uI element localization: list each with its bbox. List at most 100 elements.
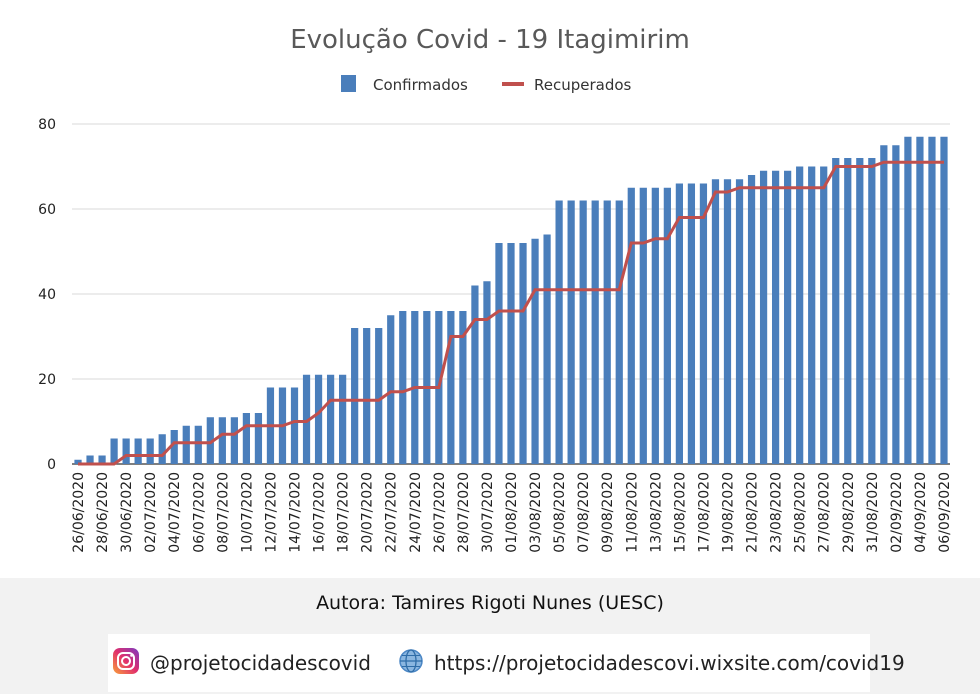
bar-confirmados bbox=[808, 166, 816, 464]
bar-confirmados bbox=[146, 438, 154, 464]
bar-confirmados bbox=[134, 438, 142, 464]
bar-confirmados bbox=[519, 243, 527, 464]
bar-confirmados bbox=[784, 170, 792, 464]
bar-confirmados bbox=[771, 170, 780, 464]
x-tick-label: 29/08/2020 bbox=[841, 472, 857, 553]
x-tick-label: 21/08/2020 bbox=[745, 472, 761, 553]
legend-label-recuperados: Recuperados bbox=[534, 76, 632, 94]
bar-confirmados bbox=[928, 136, 936, 464]
bar-confirmados bbox=[916, 136, 924, 464]
bar-confirmados bbox=[832, 158, 840, 464]
bar-confirmados bbox=[387, 315, 395, 464]
bar-confirmados bbox=[711, 179, 720, 464]
x-tick-label: 02/09/2020 bbox=[889, 472, 905, 553]
x-tick-label: 04/09/2020 bbox=[913, 472, 929, 553]
bar-confirmados bbox=[615, 200, 623, 464]
bar-confirmados bbox=[86, 455, 94, 464]
bar-confirmados bbox=[218, 417, 226, 464]
social-links: @projetocidadescovid https://projetocida… bbox=[108, 634, 905, 692]
x-tick-label: 04/07/2020 bbox=[167, 472, 183, 553]
bar-confirmados bbox=[459, 311, 467, 464]
globe-icon bbox=[398, 648, 424, 679]
bar-confirmados bbox=[868, 158, 876, 464]
bar-confirmados bbox=[651, 187, 659, 464]
legend-swatch-recuperados bbox=[502, 82, 524, 86]
y-tick-label: 40 bbox=[38, 287, 56, 303]
bar-confirmados bbox=[351, 328, 359, 464]
bar-confirmados bbox=[627, 187, 635, 464]
bar-confirmados bbox=[844, 158, 852, 464]
instagram-handle[interactable]: @projetocidadescovid bbox=[112, 647, 371, 678]
x-tick-label: 25/08/2020 bbox=[793, 472, 809, 553]
bar-confirmados bbox=[495, 243, 503, 464]
bar-confirmados bbox=[723, 179, 732, 464]
legend-swatch-confirmados bbox=[341, 75, 356, 92]
bar-confirmados bbox=[254, 413, 263, 464]
x-tick-label: 19/08/2020 bbox=[720, 472, 736, 553]
bar-confirmados bbox=[326, 374, 335, 464]
x-tick-label: 06/09/2020 bbox=[937, 472, 953, 553]
x-tick-label: 12/07/2020 bbox=[263, 472, 279, 553]
x-tick-label: 08/07/2020 bbox=[215, 472, 231, 553]
bar-confirmados bbox=[892, 145, 900, 464]
x-tick-label: 06/07/2020 bbox=[191, 472, 207, 553]
bar-confirmados bbox=[339, 374, 347, 464]
bar-confirmados bbox=[363, 328, 371, 464]
x-tick-label: 09/08/2020 bbox=[600, 472, 616, 553]
bar-confirmados bbox=[447, 311, 455, 464]
bar-confirmados bbox=[314, 374, 323, 464]
legend: Confirmados Recuperados bbox=[341, 75, 632, 94]
x-tick-label: 22/07/2020 bbox=[384, 472, 400, 553]
chart: Evolução Covid - 19 Itagimirim Confirmad… bbox=[38, 25, 953, 553]
x-tick-label: 23/08/2020 bbox=[769, 472, 785, 553]
chart-title: Evolução Covid - 19 Itagimirim bbox=[290, 25, 690, 55]
bar-confirmados bbox=[531, 238, 539, 464]
legend-label-confirmados: Confirmados bbox=[373, 76, 468, 94]
bar-confirmados bbox=[483, 281, 491, 464]
x-tick-label: 01/08/2020 bbox=[504, 472, 520, 553]
bar-series-confirmados bbox=[74, 136, 948, 464]
y-tick-label: 60 bbox=[38, 202, 56, 218]
bar-confirmados bbox=[699, 183, 708, 464]
bar-confirmados bbox=[856, 158, 864, 464]
line-series-recuperados bbox=[78, 160, 944, 466]
website-link[interactable]: https://projetocidadescovi.wixsite.com/c… bbox=[398, 648, 905, 678]
x-tick-label: 26/06/2020 bbox=[71, 472, 87, 553]
x-tick-label: 30/06/2020 bbox=[119, 472, 135, 553]
bar-confirmados bbox=[603, 200, 611, 464]
bar-confirmados bbox=[110, 438, 118, 464]
bar-confirmados bbox=[290, 387, 299, 464]
bar-confirmados bbox=[182, 425, 190, 464]
bar-confirmados bbox=[663, 187, 671, 464]
x-tick-label: 13/08/2020 bbox=[648, 472, 664, 553]
bar-confirmados bbox=[98, 455, 106, 464]
bar-confirmados bbox=[158, 434, 166, 464]
bar-confirmados bbox=[687, 183, 696, 464]
chart-panel: Evolução Covid - 19 Itagimirim Confirmad… bbox=[0, 0, 980, 578]
instagram-handle-text: @projetocidadescovid bbox=[150, 651, 371, 675]
bar-confirmados bbox=[759, 170, 768, 464]
x-tick-label: 11/08/2020 bbox=[624, 472, 640, 553]
bar-confirmados bbox=[747, 175, 756, 464]
x-tick-label: 15/08/2020 bbox=[672, 472, 688, 553]
bar-confirmados bbox=[639, 187, 647, 464]
x-tick-label: 26/07/2020 bbox=[432, 472, 448, 553]
bar-confirmados bbox=[904, 136, 912, 464]
bar-confirmados bbox=[735, 179, 744, 464]
author-credit: Autora: Tamires Rigoti Nunes (UESC) bbox=[316, 592, 664, 614]
bar-confirmados bbox=[230, 417, 238, 464]
bar-confirmados bbox=[507, 243, 515, 464]
bar-confirmados bbox=[302, 374, 311, 464]
bar-confirmados bbox=[555, 200, 563, 464]
bar-confirmados bbox=[194, 425, 202, 464]
bar-confirmados bbox=[880, 145, 888, 464]
x-tick-label: 02/07/2020 bbox=[143, 472, 159, 553]
website-url-text: https://projetocidadescovi.wixsite.com/c… bbox=[434, 651, 905, 675]
bar-confirmados bbox=[940, 136, 948, 464]
bar-confirmados bbox=[675, 183, 683, 464]
x-tick-label: 28/06/2020 bbox=[95, 472, 111, 553]
y-tick-label: 0 bbox=[47, 457, 56, 473]
x-tick-label: 14/07/2020 bbox=[288, 472, 304, 553]
x-tick-label: 28/07/2020 bbox=[456, 472, 472, 553]
x-axis-ticks: 26/06/2020 28/06/2020 30/06/2020 02/07/2020… bbox=[71, 472, 953, 553]
